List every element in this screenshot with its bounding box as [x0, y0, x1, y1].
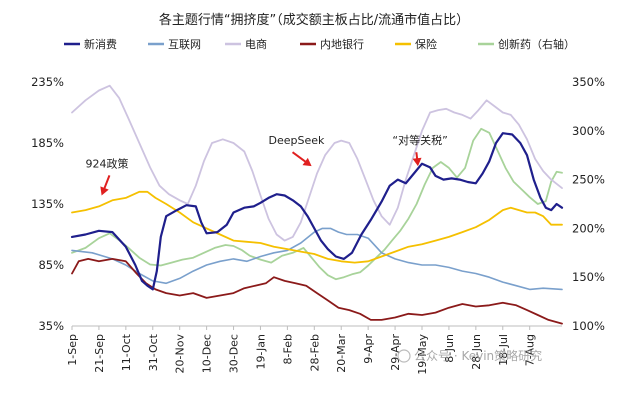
- x-tick-label: 28-Jun: [470, 334, 483, 370]
- chart-title: 各主题行情“拥挤度”（成交额主板占比/流通市值占比）: [159, 12, 469, 28]
- annotation-label: 924政策: [85, 156, 128, 170]
- annotations: 924政策 DeepSeek “对等关税”: [85, 133, 448, 196]
- y-left-tick-label: 135%: [31, 197, 64, 211]
- annotation-label: DeepSeek: [269, 134, 326, 147]
- y-right-tick-label: 350%: [572, 75, 605, 89]
- series-line: [71, 257, 563, 325]
- legend-label: 内地银行: [320, 37, 364, 51]
- x-tick-label: 8-Jun: [443, 334, 456, 363]
- x-tick-label: 19-May: [416, 334, 429, 375]
- x-tick-label: 9-Apr: [362, 334, 375, 364]
- y-right-tick-label: 300%: [572, 124, 605, 138]
- y-right-tick-label: 200%: [572, 221, 605, 235]
- plot-area: [70, 84, 564, 325]
- x-tick-label: 1-Sep: [66, 334, 79, 366]
- series-line: [71, 127, 563, 281]
- legend-label: 保险: [415, 37, 437, 51]
- x-tick-label: 7-Aug: [524, 334, 537, 366]
- annotation-arrow: [103, 175, 111, 190]
- legend-label: 电商: [245, 37, 267, 51]
- x-tick-label: 28-Feb: [308, 334, 321, 371]
- y-left-tick-label: 85%: [38, 258, 64, 272]
- legend-label: 新消费: [84, 37, 117, 51]
- annotation-arrow: [291, 151, 307, 163]
- wechat-icon: [397, 349, 411, 363]
- annotation-label: “对等关税”: [392, 133, 447, 147]
- legend-label: 互联网: [168, 38, 201, 51]
- watermark: 公众号 · Kevin策略研究: [397, 348, 542, 363]
- x-tick-label: 20-Mar: [335, 334, 348, 373]
- x-tick-label: 30-Dec: [228, 334, 241, 373]
- x-tick-label: 10-Dec: [201, 334, 214, 373]
- y-left-tick-label: 185%: [31, 136, 64, 150]
- y-left-tick-label: 35%: [38, 319, 64, 333]
- axes: 35% 85% 135% 185% 235% 100% 150% 200% 250% 300% 35…: [31, 75, 605, 375]
- y-right-tick-label: 250%: [572, 173, 605, 187]
- x-tick-label: 19-Jan: [254, 334, 267, 370]
- y-right-tick-label: 150%: [572, 270, 605, 284]
- series-line: [71, 84, 563, 242]
- annotation-arrowhead: [412, 157, 422, 167]
- annotation-arrowhead: [100, 186, 109, 196]
- x-tick-label: 8-Feb: [281, 334, 294, 364]
- x-tick-label: 21-Sep: [93, 334, 106, 373]
- legend: 新消费 互联网 电商 内地银行 保险 创新药（右轴）: [64, 37, 575, 51]
- legend-label: 创新药（右轴）: [498, 37, 575, 51]
- annotation-arrowhead: [302, 157, 312, 167]
- x-tick-label: 20-Nov: [174, 334, 187, 374]
- x-tick-label: 29-Apr: [389, 334, 402, 371]
- x-tick-label: 18-Jul: [497, 334, 510, 366]
- series-line: [71, 227, 563, 291]
- annotation-arrow: [415, 152, 419, 160]
- x-tick-label: 31-Oct: [147, 333, 160, 371]
- series-line: [70, 132, 564, 291]
- watermark-text: 公众号 · Kevin策略研究: [414, 348, 542, 363]
- y-right-tick-label: 100%: [572, 319, 605, 333]
- y-left-tick-label: 235%: [31, 75, 64, 89]
- series-line: [71, 190, 563, 264]
- x-tick-label: 11-Oct: [120, 333, 133, 371]
